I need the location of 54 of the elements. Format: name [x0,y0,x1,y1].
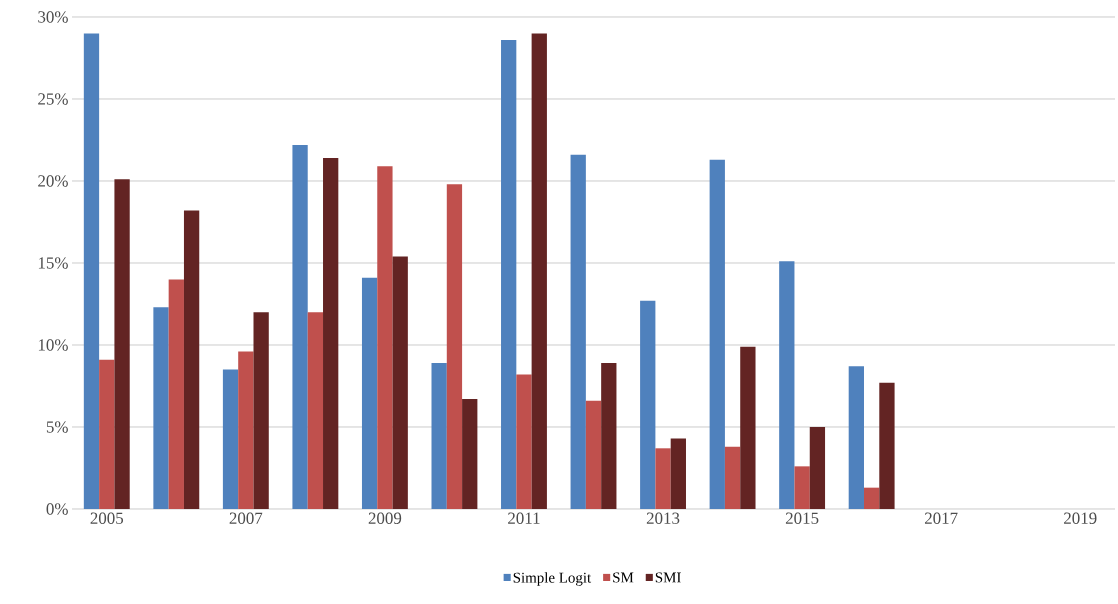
bar [446,184,463,509]
x-tick-label: 2007 [229,512,263,524]
y-tick-label: 30% [38,11,68,23]
y-tick-label: 20% [38,175,68,187]
bar [168,279,184,509]
bar [779,261,795,509]
bar [640,300,656,509]
bar [670,438,686,509]
bar [740,346,756,509]
bar [238,351,254,509]
bar [377,166,393,509]
x-tick-label: 2005 [90,512,124,524]
bar [431,363,447,509]
x-tick-label: 2009 [368,512,402,524]
bar [99,359,115,509]
x-tick-label: 2017 [924,512,958,524]
bar [392,256,408,509]
bar [809,426,826,509]
bar [501,39,517,509]
bar [848,366,864,509]
y-tick-label: 25% [38,93,68,105]
bar [585,400,602,509]
bar [724,446,741,509]
bar [863,487,880,509]
y-tick-label: 10% [38,339,68,351]
bar [183,210,200,509]
legend-label: Simple Logit [513,572,592,586]
bar [709,159,725,509]
bar [114,179,130,509]
bar [222,369,239,509]
bar [879,382,895,509]
bar [655,448,671,509]
legend-label: SM [613,572,634,583]
bar [601,363,617,509]
x-tick-label: 2013 [646,512,680,524]
x-tick-label: 2015 [785,512,819,524]
bar [83,33,100,509]
bar [462,399,478,509]
legend-label: SMI [655,572,681,583]
bar [292,144,308,509]
x-tick-label: 2019 [1064,512,1097,524]
bar [153,307,169,509]
y-tick-label: 15% [38,257,68,269]
y-tick-label: 5% [46,421,68,433]
bar [253,312,269,509]
bar [570,154,586,509]
bar [361,277,378,509]
x-tick-label: 2011 [508,512,540,524]
bar [794,466,810,509]
bar [531,33,547,509]
bar [323,158,339,509]
bar [516,374,532,509]
y-tick-label: 0% [46,503,68,515]
bar [307,312,324,509]
